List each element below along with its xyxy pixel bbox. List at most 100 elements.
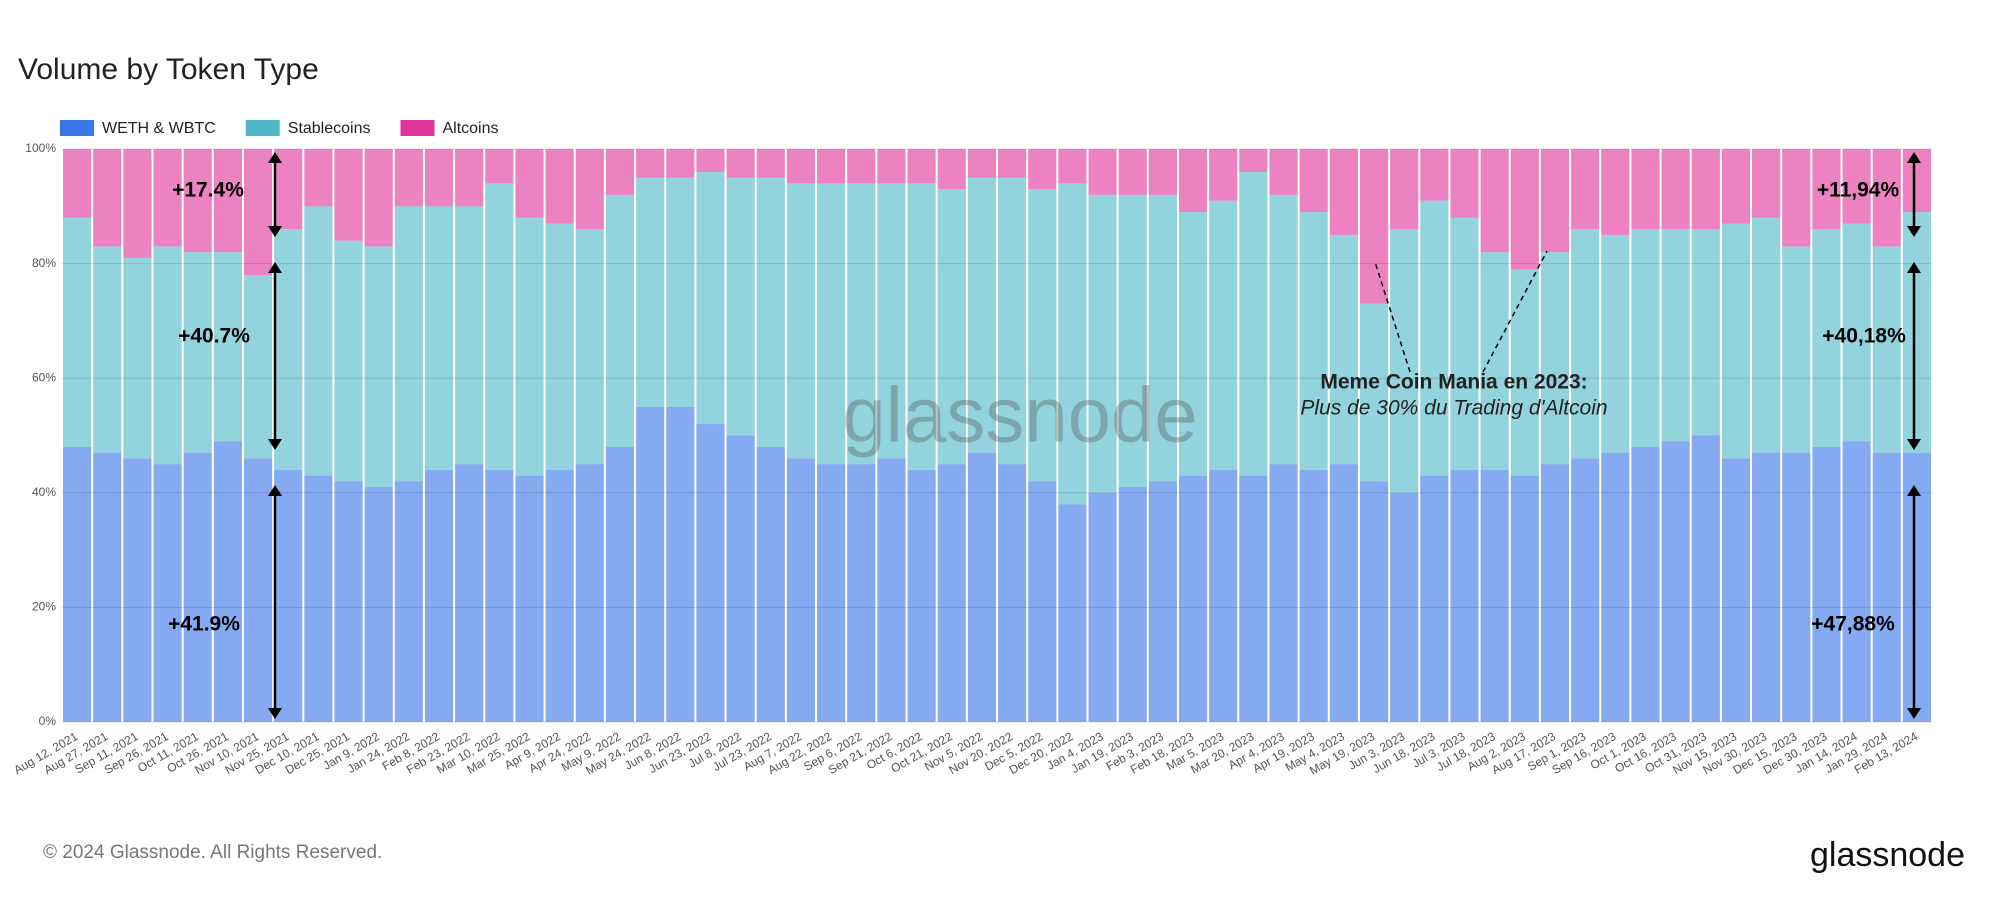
bar-segment <box>1510 475 1539 722</box>
y-tick-label: 60% <box>32 370 56 384</box>
bar-segment <box>63 217 92 447</box>
bar-segment <box>1721 458 1751 722</box>
bar-segment <box>424 149 454 207</box>
bar-segment <box>183 452 212 722</box>
bar-segment <box>1118 487 1147 722</box>
bar-segment <box>515 475 544 722</box>
bar-segment <box>666 406 695 722</box>
bar-segment <box>605 194 635 447</box>
bar-segment <box>575 464 604 722</box>
bar-segment <box>1420 475 1449 722</box>
bar-segment <box>1178 149 1208 213</box>
bar-segment <box>424 469 454 722</box>
bar-segment <box>213 252 242 442</box>
y-tick-label: 40% <box>32 485 56 499</box>
bar-segment <box>1239 475 1268 722</box>
annotation: +11,94% <box>1817 179 1900 202</box>
bar-segment <box>575 229 604 465</box>
bar-segment <box>485 469 514 722</box>
bar-segment <box>1902 212 1931 453</box>
bar-segment <box>455 206 484 465</box>
bar-segment <box>455 149 484 207</box>
bar-segment <box>786 183 816 459</box>
bar-segment <box>817 183 846 465</box>
chart-title: Volume by Token Type <box>18 53 319 86</box>
bar-segment <box>877 183 906 459</box>
bar-segment <box>274 229 303 470</box>
bar-segment <box>998 464 1027 722</box>
y-tick-label: 100% <box>25 141 56 155</box>
bar-segment <box>786 149 816 184</box>
bar-segment <box>364 487 393 722</box>
bar-segment <box>1661 441 1690 722</box>
legend-label: Stablecoins <box>288 120 371 137</box>
watermark: glassnode <box>842 371 1198 459</box>
bar-segment <box>1691 435 1720 722</box>
bar-segment <box>1842 223 1871 442</box>
bar-segment <box>1420 200 1449 476</box>
bar-segment <box>1782 149 1811 247</box>
bar-segment <box>696 424 725 722</box>
bar-segment <box>1601 149 1630 235</box>
bar-segment <box>394 206 423 482</box>
bar-segment <box>1661 149 1690 230</box>
bar-segment <box>183 252 212 453</box>
bar-segment <box>1571 458 1600 722</box>
bar-segment <box>515 217 544 476</box>
y-tick-label: 20% <box>32 600 56 614</box>
bar-segment <box>304 475 333 722</box>
bar-segment <box>1601 452 1630 722</box>
bar-segment <box>1661 229 1690 442</box>
bar-segment <box>364 149 393 247</box>
bar-segment <box>1269 464 1298 722</box>
bar-segment <box>1872 246 1901 453</box>
bar-segment <box>1721 223 1751 459</box>
bar-segment <box>877 149 906 184</box>
annotation: +41.9% <box>168 613 240 636</box>
footer: © 2024 Glassnode. All Rights Reserved. <box>43 842 382 863</box>
bar-segment <box>1812 446 1841 722</box>
bar-segment <box>786 458 816 722</box>
bar-segment <box>1178 475 1208 722</box>
annotation: +40.7% <box>178 325 250 348</box>
bar-segment <box>847 183 876 465</box>
annotation: +47,88% <box>1811 613 1895 636</box>
legend-swatch <box>400 120 435 136</box>
bar-segment <box>877 458 906 722</box>
bar-segment <box>1209 149 1238 201</box>
callout-text: Plus de 30% du Trading d'Altcoin <box>1300 397 1607 420</box>
bar-segment <box>304 206 333 476</box>
bar-segment <box>1329 149 1358 235</box>
bar-segment <box>726 177 755 436</box>
bar-segment <box>636 406 665 722</box>
bar-segment <box>1571 149 1600 230</box>
bar-segment <box>1842 149 1871 224</box>
bar-segment <box>1058 504 1087 722</box>
bar-segment <box>213 149 242 253</box>
bar-segment <box>998 149 1027 178</box>
bar-segment <box>907 149 936 184</box>
annotation: +17.4% <box>172 179 244 202</box>
bar-segment <box>93 149 122 247</box>
bar-segment <box>937 149 966 190</box>
bar-segment <box>1299 212 1328 470</box>
bar-segment <box>153 464 182 722</box>
bar-segment <box>1752 149 1781 218</box>
bar-segment <box>243 458 273 722</box>
bar-segment <box>424 206 454 470</box>
bar-segment <box>1028 481 1057 722</box>
y-tick-label: 0% <box>39 714 57 728</box>
bar-segment <box>1239 149 1268 172</box>
bar-segment <box>666 177 695 407</box>
bar-segment <box>394 481 423 722</box>
bar-segment <box>304 149 333 207</box>
bar-segment <box>334 481 363 722</box>
bar-segment <box>1752 452 1781 722</box>
bar-segment <box>1239 171 1268 476</box>
bar-segment <box>1359 481 1389 722</box>
legend-label: WETH & WBTC <box>102 120 216 137</box>
bar-segment <box>666 149 695 178</box>
bar-segment <box>1058 183 1087 505</box>
